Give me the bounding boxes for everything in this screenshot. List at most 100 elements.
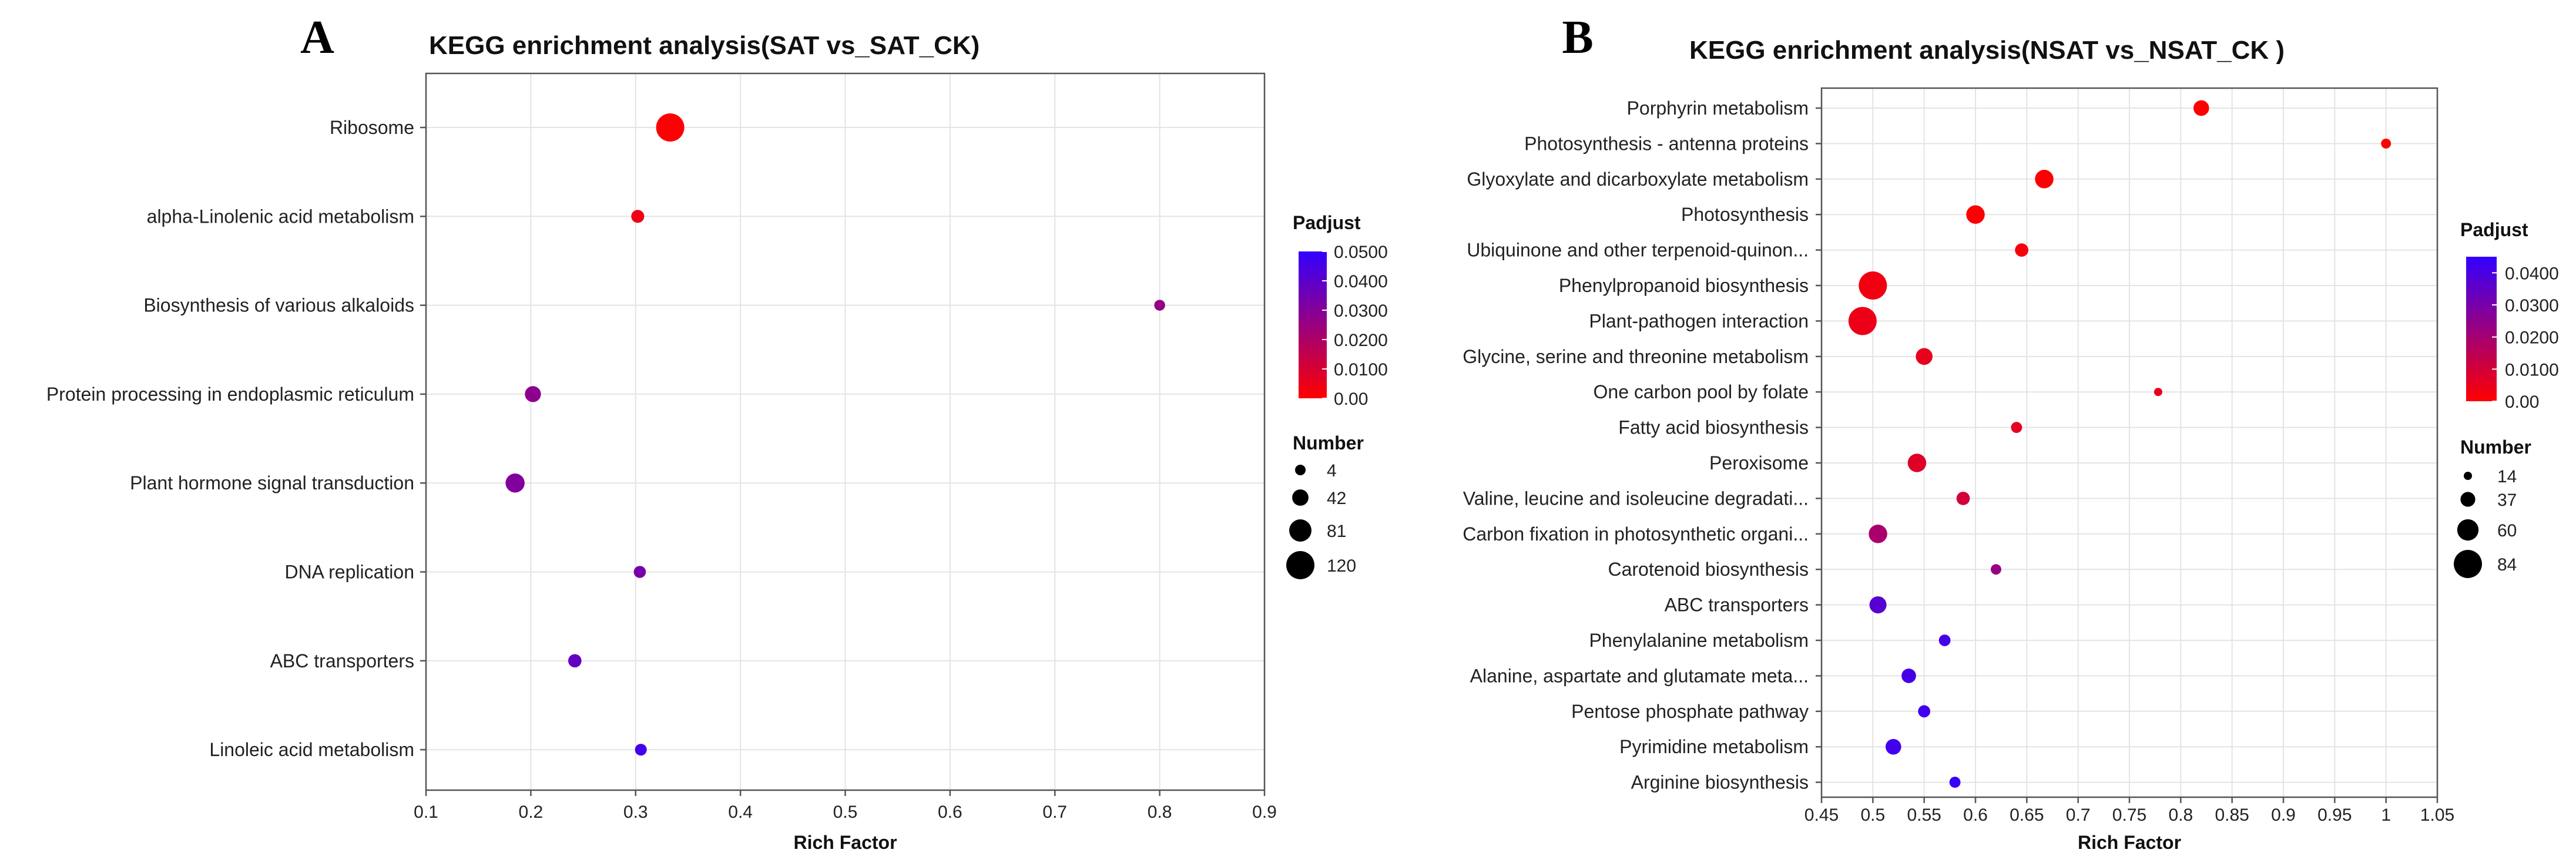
panel-b-data-point	[1907, 454, 1927, 472]
panel-b-category-label: Fatty acid biosynthesis	[1618, 417, 1809, 438]
panel-a-category-label: Biosynthesis of various alkaloids	[143, 295, 414, 316]
panel-b-category-label: One carbon pool by folate	[1594, 381, 1809, 402]
panel-a-x-tick-label: 0.7	[1042, 802, 1067, 822]
panel-a-category-label: Ribosome	[330, 117, 414, 138]
panel-a-data-point	[635, 744, 647, 756]
panel-b-category-label: Glyoxylate and dicarboxylate metabolism	[1467, 169, 1809, 190]
panel-b-data-point	[1918, 705, 1931, 718]
panel-a-number-legend-label: 120	[1327, 556, 1356, 576]
panel-a-number-legend-label: 42	[1327, 489, 1346, 508]
panel-b-data-point	[2035, 170, 2054, 189]
panel-a-colorbar-tick-label: 0.0400	[1334, 272, 1388, 291]
panel-b-number-legend-dot	[2464, 472, 2472, 480]
panel-b-category-label: Alanine, aspartate and glutamate meta...	[1470, 665, 1809, 686]
panel-b-x-tick-label: 1.05	[2420, 805, 2454, 825]
panel-b-title: KEGG enrichment analysis(NSAT vs_NSAT_CK…	[1689, 36, 2285, 65]
panel-b-number-legend-title: Number	[2460, 436, 2531, 458]
panel-a-data-point	[505, 473, 525, 493]
panel-b-colorbar-tick-label: 0.0400	[2505, 264, 2559, 283]
panel-b-category-label: Glycine, serine and threonine metabolism	[1463, 346, 1809, 367]
panel-b-category-label: Phenylalanine metabolism	[1589, 630, 1809, 651]
panel-a-number-legend-dot	[1295, 465, 1306, 475]
panel-a-x-tick-label: 0.2	[519, 802, 544, 822]
panel-b-number-legend-dot	[2454, 550, 2482, 578]
panel-b-data-point	[1966, 205, 1985, 224]
panel-a-padjust-legend-title: Padjust	[1293, 212, 1361, 233]
panel-a-data-point	[631, 210, 645, 223]
panel-b-padjust-colorbar	[2466, 257, 2497, 401]
panel-b-category-label: ABC transporters	[1665, 595, 1809, 616]
panel-b-category-label: Plant-pathogen interaction	[1589, 310, 1809, 331]
panel-b-x-tick-label: 0.45	[1804, 805, 1839, 825]
panel-a-x-axis-title: Rich Factor	[793, 832, 897, 853]
panel-a-data-point	[525, 386, 541, 402]
panel-a-category-label: Linoleic acid metabolism	[209, 739, 414, 760]
panel-a-padjust-colorbar	[1299, 251, 1327, 398]
panel-a-category-label: DNA replication	[284, 562, 414, 583]
panel-a-number-legend-dot	[1292, 489, 1309, 506]
panel-b-data-point	[1885, 738, 1901, 755]
panel-b-category-label: Phenylpropanoid biosynthesis	[1559, 275, 1809, 296]
panel-a-x-tick-label: 0.5	[833, 802, 858, 822]
panel-a-colorbar-tick-label: 0.0300	[1334, 301, 1388, 321]
panel-a-x-tick-label: 0.4	[728, 802, 753, 822]
panel-b-number-legend-dot	[2460, 492, 2476, 507]
panel-b-chart: B KEGG enrichment analysis(NSAT vs_NSAT_C…	[1463, 12, 2559, 853]
panel-b-data-point	[1848, 307, 1877, 335]
panel-b-x-tick-label: 0.8	[2168, 805, 2193, 825]
panel-a-category-label: ABC transporters	[270, 650, 414, 671]
panel-b-number-legend-label: 37	[2497, 491, 2517, 510]
panel-b-x-tick-label: 0.85	[2215, 805, 2249, 825]
panel-b-category-label: Carotenoid biosynthesis	[1608, 559, 1809, 580]
panel-b-data-point	[1916, 348, 1933, 365]
panel-a-number-legend-title: Number	[1293, 432, 1364, 454]
panel-a-colorbar-tick-label: 0.0500	[1334, 243, 1388, 262]
panel-a-x-tick-label: 0.9	[1252, 802, 1277, 822]
panel-b-x-tick-label: 0.95	[2317, 805, 2352, 825]
panel-b-category-label: Photosynthesis - antenna proteins	[1524, 133, 1809, 154]
panel-b-data-point	[1949, 777, 1961, 788]
panel-a-colorbar-tick-label: 0.0200	[1334, 331, 1388, 350]
panel-a-data-point	[568, 654, 582, 668]
panel-b-colorbar-tick-label: 0.0200	[2505, 328, 2559, 348]
panel-a-x-tick-label: 0.8	[1148, 802, 1172, 822]
panel-b-data-point	[1859, 271, 1887, 300]
panel-b-colorbar-tick-label: 0.00	[2505, 392, 2539, 412]
panel-a-chart: A KEGG enrichment analysis(SAT vs_SAT_CK)…	[46, 12, 1388, 853]
panel-b-data-point	[1990, 564, 2001, 575]
panel-b-colorbar-tick-label: 0.0300	[2505, 296, 2559, 315]
panel-b-data-point	[1956, 492, 1970, 505]
panel-b-x-tick-label: 0.7	[2066, 805, 2091, 825]
panel-b-number-legend-label: 84	[2497, 555, 2517, 575]
panel-b-data-point	[2015, 243, 2028, 257]
panel-b-x-tick-label: 0.55	[1907, 805, 1941, 825]
panel-b-category-label: Porphyrin metabolism	[1627, 98, 1809, 119]
panel-b-category-label: Peroxisome	[1709, 452, 1809, 474]
panel-b-x-tick-label: 0.5	[1860, 805, 1885, 825]
panel-b-x-tick-label: 1	[2381, 805, 2391, 825]
panel-a-x-tick-label: 0.3	[623, 802, 648, 822]
panel-b-x-tick-label: 0.9	[2271, 805, 2296, 825]
panel-a-number-legend-label: 81	[1327, 522, 1346, 541]
panel-a-number-legend-label: 4	[1327, 461, 1337, 481]
panel-b-category-label: Pyrimidine metabolism	[1619, 736, 1809, 757]
panel-a-data-point	[1154, 300, 1165, 311]
panel-b-padjust-legend-title: Padjust	[2460, 219, 2528, 240]
panel-a-colorbar-tick-label: 0.00	[1334, 389, 1368, 409]
panel-b-data-point	[1901, 669, 1916, 683]
panel-b-data-point	[1869, 525, 1887, 543]
panel-a-data-point	[656, 113, 685, 142]
panel-a-category-label: alpha-Linolenic acid metabolism	[147, 206, 414, 227]
panel-b-category-label: Photosynthesis	[1681, 204, 1809, 225]
panel-b-data-point	[1938, 634, 1951, 646]
panel-a-title: KEGG enrichment analysis(SAT vs_SAT_CK)	[429, 31, 980, 60]
panel-b-number-legend-label: 14	[2497, 467, 2517, 486]
panel-a-category-label: Plant hormone signal transduction	[130, 472, 414, 493]
panel-b-data-point	[2381, 138, 2391, 149]
panel-a-number-legend-dot	[1286, 551, 1314, 579]
panel-a-category-label: Protein processing in endoplasmic reticu…	[46, 384, 414, 405]
panel-a-number-legend-dot	[1289, 519, 1312, 542]
panel-b-data-point	[2154, 388, 2162, 397]
panel-b-data-point	[2011, 422, 2022, 434]
